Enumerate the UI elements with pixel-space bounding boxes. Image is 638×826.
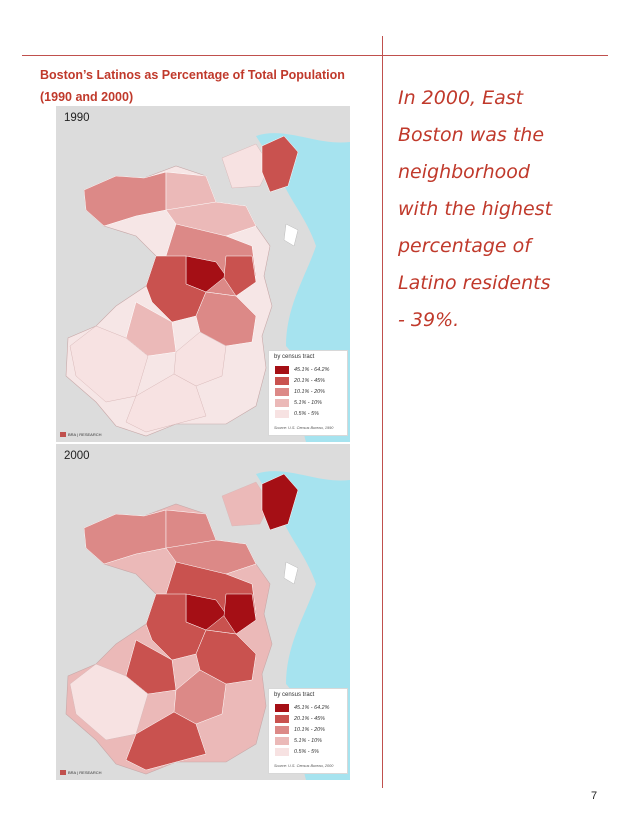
legend-row: 0.5% - 5% xyxy=(275,748,345,757)
legend-row: 20.1% - 45% xyxy=(275,715,345,724)
top-rule xyxy=(22,55,608,56)
quote-line: neighborhood xyxy=(398,161,530,183)
legend-label: 10.1% - 20% xyxy=(294,727,325,733)
bra-logo-text: BRA | RESEARCH xyxy=(68,432,102,437)
quote-line: percentage of xyxy=(398,235,531,257)
page-number: 7 xyxy=(591,790,598,802)
bra-logo: BRA | RESEARCH xyxy=(60,770,102,776)
quote-line: Boston was the xyxy=(398,124,545,146)
legend-title: by census tract xyxy=(274,692,315,698)
legend-row: 5.1% - 10% xyxy=(275,737,345,746)
legend-row: 10.1% - 20% xyxy=(275,726,345,735)
map-year-label: 2000 xyxy=(64,450,90,462)
boston-map-2000 xyxy=(65,471,350,780)
legend-swatch xyxy=(275,399,289,407)
map-1990: 1990 by census tract 45.1% - 64.2% 20.1%… xyxy=(56,106,350,442)
boston-map-1990 xyxy=(65,133,350,442)
legend-swatch xyxy=(275,715,289,723)
legend-swatch xyxy=(275,366,289,374)
legend-label: 45.1% - 64.2% xyxy=(294,705,330,711)
legend-row: 45.1% - 64.2% xyxy=(275,366,345,375)
legend-source: Source: U.S. Census Bureau, 2000 xyxy=(274,764,334,768)
legend-swatch xyxy=(275,726,289,734)
quote-line: - 39%. xyxy=(398,309,460,331)
map-year-label: 1990 xyxy=(64,112,90,124)
map-title-line-1: Boston’s Latinos as Percentage of Total … xyxy=(40,68,345,82)
bra-logo-text: BRA | RESEARCH xyxy=(68,770,102,775)
column-divider xyxy=(382,36,383,788)
callout-quote: In 2000, East Boston was the neighborhoo… xyxy=(398,80,608,339)
bra-logo-mark xyxy=(60,770,66,776)
quote-line: In 2000, East xyxy=(398,87,524,109)
map-title-line-2: (1990 and 2000) xyxy=(40,90,134,104)
map-title: Boston’s Latinos as Percentage of Total … xyxy=(40,64,370,108)
legend-row: 10.1% - 20% xyxy=(275,388,345,397)
legend-label: 5.1% - 10% xyxy=(294,738,322,744)
legend-swatch xyxy=(275,388,289,396)
quote-line: with the highest xyxy=(398,198,553,220)
legend-swatch xyxy=(275,377,289,385)
legend-row: 5.1% - 10% xyxy=(275,399,345,408)
legend-row: 0.5% - 5% xyxy=(275,410,345,419)
legend-label: 0.5% - 5% xyxy=(294,411,319,417)
legend-title: by census tract xyxy=(274,354,315,360)
legend-label: 20.1% - 45% xyxy=(294,378,325,384)
legend-swatch xyxy=(275,704,289,712)
legend-row: 20.1% - 45% xyxy=(275,377,345,386)
legend-label: 20.1% - 45% xyxy=(294,716,325,722)
legend-label: 10.1% - 20% xyxy=(294,389,325,395)
legend-label: 5.1% - 10% xyxy=(294,400,322,406)
map-legend: by census tract 45.1% - 64.2% 20.1% - 45… xyxy=(268,688,348,774)
map-2000: 2000 by census tract 45.1% - 64.2% 20.1%… xyxy=(56,444,350,780)
legend-swatch xyxy=(275,748,289,756)
quote-line: Latino residents xyxy=(398,272,551,294)
bra-logo: BRA | RESEARCH xyxy=(60,432,102,438)
legend-source: Source: U.S. Census Bureau, 1990 xyxy=(274,426,334,430)
legend-swatch xyxy=(275,737,289,745)
legend-swatch xyxy=(275,410,289,418)
map-legend: by census tract 45.1% - 64.2% 20.1% - 45… xyxy=(268,350,348,436)
bra-logo-mark xyxy=(60,432,66,438)
legend-row: 45.1% - 64.2% xyxy=(275,704,345,713)
legend-label: 0.5% - 5% xyxy=(294,749,319,755)
legend-label: 45.1% - 64.2% xyxy=(294,367,330,373)
